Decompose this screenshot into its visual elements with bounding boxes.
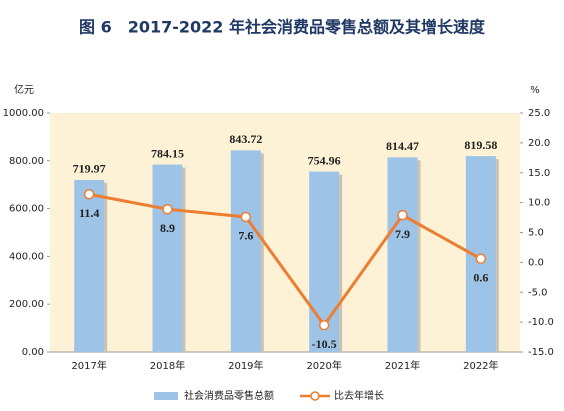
y2-tick-label: 20.0	[528, 138, 550, 149]
line-value-label: -10.5	[312, 337, 337, 351]
y-tick-label: 1000.00	[3, 108, 44, 119]
x-tick-label: 2021年	[385, 359, 420, 372]
bar-value-label: 719.97	[73, 162, 106, 176]
line-marker	[83, 189, 95, 200]
bar-value-label: 814.47	[386, 139, 419, 153]
y-tick-label: 0.00	[22, 347, 44, 358]
x-tick-label: 2020年	[306, 359, 341, 372]
line-marker	[162, 203, 173, 215]
line-marker	[397, 209, 408, 221]
line-value-label: 7.6	[238, 229, 253, 243]
x-tick-label: 2022年	[463, 359, 498, 372]
y-axis-label: 亿元	[14, 83, 34, 96]
y2-tick-label: 0.0	[528, 257, 544, 268]
x-tick-label: 2017年	[71, 359, 106, 372]
y2-tick-label: -15.0	[528, 347, 554, 358]
bar	[152, 164, 183, 352]
y-tick-label: 200.00	[9, 299, 44, 310]
legend-swatch	[154, 392, 178, 400]
chart-title: 图 6 2017-2022 年社会消费品零售总额及其增长速度	[79, 18, 486, 37]
y2-axis-label: %	[530, 85, 540, 96]
bar-value-label: 784.15	[151, 146, 184, 160]
plot-background	[50, 113, 520, 352]
legend-swatch-marker	[310, 391, 320, 401]
y2-tick-label: 25.0	[528, 108, 550, 119]
bar-value-label: 843.72	[229, 132, 262, 146]
bar	[387, 157, 418, 352]
bar	[74, 179, 105, 352]
bar	[230, 150, 261, 352]
line	[88, 192, 482, 328]
legend-label: 社会消费品零售总额	[184, 389, 274, 402]
y2-tick-label: -10.0	[528, 317, 554, 328]
y2-tick-label: -5.0	[528, 287, 548, 298]
y-tick-label: 400.00	[9, 251, 44, 262]
bar-value-label: 754.96	[308, 153, 341, 167]
x-tick-label: 2018年	[150, 359, 185, 372]
y2-tick-label: 5.0	[528, 228, 544, 239]
line-value-label: 7.9	[395, 227, 410, 241]
y2-tick-label: 15.0	[528, 168, 550, 179]
y-tick-label: 600.00	[9, 204, 44, 215]
bar-value-label: 819.58	[464, 138, 497, 152]
line-value-label: 8.9	[160, 221, 175, 235]
legend-label: 比去年增长	[334, 389, 384, 402]
line-marker	[475, 253, 487, 265]
y2-tick-label: 10.0	[528, 198, 550, 209]
line-value-label: 0.6	[473, 271, 488, 285]
line-marker	[240, 211, 252, 223]
line-value-label: 11.4	[79, 206, 99, 220]
y-tick-label: 800.00	[9, 156, 44, 167]
x-tick-label: 2019年	[228, 359, 263, 372]
line-marker	[318, 319, 330, 331]
